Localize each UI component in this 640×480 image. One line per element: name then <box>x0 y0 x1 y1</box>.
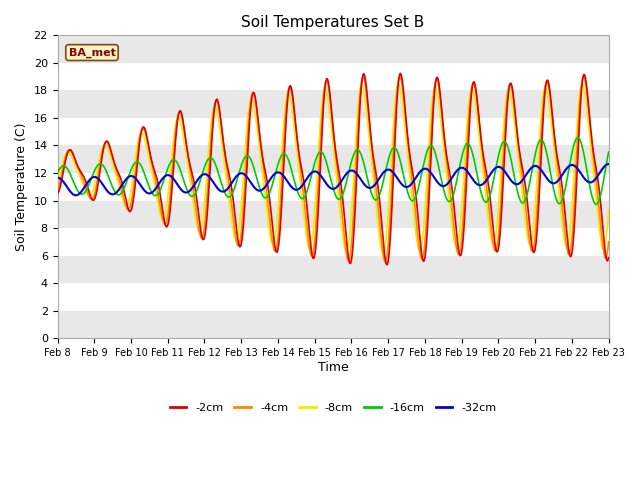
Bar <box>58 201 609 228</box>
X-axis label: Time: Time <box>317 361 348 374</box>
Title: Soil Temperatures Set B: Soil Temperatures Set B <box>241 15 425 30</box>
Bar <box>58 145 609 173</box>
Bar <box>58 90 609 118</box>
Text: BA_met: BA_met <box>68 48 115 58</box>
Bar <box>58 36 609 63</box>
Bar <box>58 256 609 283</box>
Legend: -2cm, -4cm, -8cm, -16cm, -32cm: -2cm, -4cm, -8cm, -16cm, -32cm <box>165 399 501 418</box>
Y-axis label: Soil Temperature (C): Soil Temperature (C) <box>15 122 28 251</box>
Bar <box>58 311 609 338</box>
